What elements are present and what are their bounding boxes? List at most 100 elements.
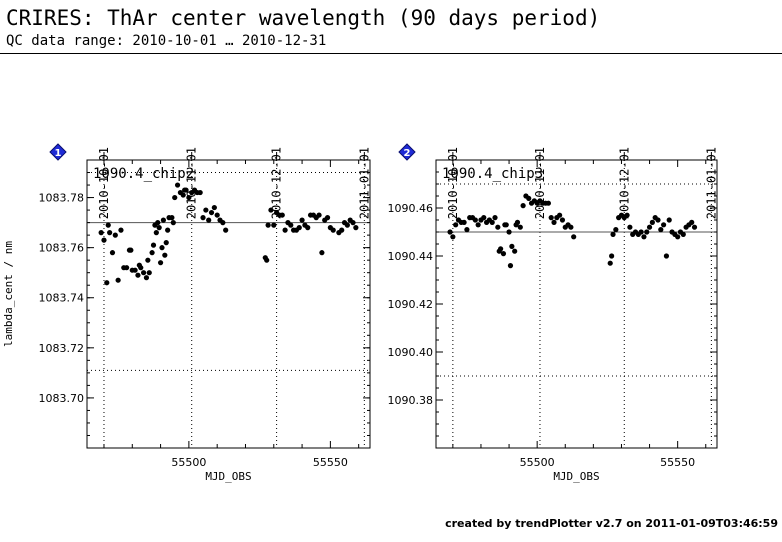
chart2-data-point [503,222,509,228]
chart2-data-point [557,212,563,218]
chart2-data-point [450,234,456,240]
chart2-data-point [498,246,504,252]
chart1-data-point [162,252,168,258]
chart1-data-point [163,240,169,246]
chart2-frame [435,159,718,449]
chart2-x-tick-label: 55550 [660,456,695,469]
chart1-x-axis-label: MJD_OBS [205,470,251,483]
chart1-data-point [339,227,345,233]
chart2-data-point [661,222,667,228]
chart2-data-point [472,217,478,223]
chart2-data-point [571,234,577,240]
chart2-data-point [475,222,481,228]
chart2-date-label: 2010-12-01 [617,147,631,219]
chart2-y-tick-label: 1090.44 [388,250,434,263]
chart1-data-point [183,187,189,193]
chart1-data-point [172,194,178,201]
chart2-data-point [610,231,616,237]
chart1-data-point [211,204,217,211]
chart2-data-point [568,224,574,230]
chart2-data-point [675,234,681,240]
chart2-data-point [517,224,523,230]
chart1-x-tick-label: 55550 [313,456,348,469]
chart2-data-point [512,248,518,254]
chart1-data-point [159,245,165,251]
chart1-frame [86,159,371,449]
chart2-data-point [461,219,467,225]
chart1-data-point [208,209,215,216]
chart2-y-tick-label: 1090.40 [388,346,434,359]
chart2-date-label: 2011-01-01 [704,147,718,219]
chart2-data-point [644,229,650,235]
chart1-date-label: 2010-12-01 [270,147,284,219]
chart1-data-point [149,250,155,256]
chart1-y-tick-label: 1083.70 [39,392,85,405]
chart2-data-point [627,224,633,230]
chart2-data-point [607,260,613,266]
chart2-data-point [514,219,521,225]
chart1-data-point [104,280,110,286]
chart1-data-point [353,225,359,231]
chart2-y-tick-label: 1090.38 [388,394,434,407]
chart2-date-label: 2010-11-01 [533,147,547,219]
chart2-panel-label: 1090.4_chip3 [442,166,543,182]
chart1-data-point [160,217,167,223]
chart1-data-point [124,265,130,271]
chart1-date-label: 2010-10-01 [97,147,111,219]
chart2-data-point [453,222,459,228]
chart1-badge-diamond [49,143,67,161]
chart2-data-point [489,219,495,225]
chart1-data-point [299,217,305,223]
chart2-x-axis-label: MJD_OBS [553,470,599,483]
chart2-data-point [663,253,670,259]
header-divider [0,53,782,54]
chart1-x-tick-label: 55500 [171,456,206,469]
chart1-data-point [118,227,124,233]
chart1-data-point [174,182,181,188]
page-title: CRIRES: ThAr center wavelength (90 days … [6,6,601,30]
chart2-data-point [691,224,698,230]
chart1-data-point [107,230,113,236]
chart1-data-point [264,257,270,263]
chart1-data-point [146,270,152,276]
chart1-data-point [220,220,226,226]
chart2-data-point [641,234,647,240]
chart2-data-point [526,195,532,201]
chart2-y-tick-label: 1090.42 [388,298,434,311]
chart1-data-point [101,237,107,243]
chart1-data-point [214,212,220,218]
chart1-y-tick-label: 1083.74 [39,292,85,305]
chart1-data-point [223,227,229,233]
chart2-data-point [624,212,630,218]
chart1-data-point [143,275,150,281]
chart2-data-point [492,215,498,221]
chart2-data-point [520,203,526,209]
chart2-data-point [609,253,615,259]
chart1-data-point [180,192,186,198]
chart2-data-point [689,219,695,225]
chart2-data-point [548,215,554,221]
chart1-data-point [98,230,104,236]
chart2-data-point [559,217,566,223]
chart1-data-point [155,220,161,226]
chart1-data-point [135,272,141,278]
chart1-data-point [279,212,285,218]
chart1-data-point [141,270,147,276]
chart1-data-point [156,225,162,231]
chart1-data-point [282,227,288,233]
chart2-data-point [506,229,512,235]
chart2-data-point [507,263,514,269]
chart2-panel: 2010-10-01 2010-11-01 2010-12-01 2011-01-01… [388,143,718,483]
chart2-data-point [658,227,664,233]
chart1-data-point [112,232,118,238]
chart1-data-point [319,250,325,256]
chart1-data-point [268,207,274,213]
chart1-data-point [203,207,209,213]
chart1-data-point [105,222,111,228]
chart2-data-point [551,219,557,225]
chart1-date-label: 2010-11-01 [185,147,199,219]
chart1-data-point [200,215,206,221]
chart1-data-point [145,257,151,263]
chart1-data-point [350,220,356,226]
